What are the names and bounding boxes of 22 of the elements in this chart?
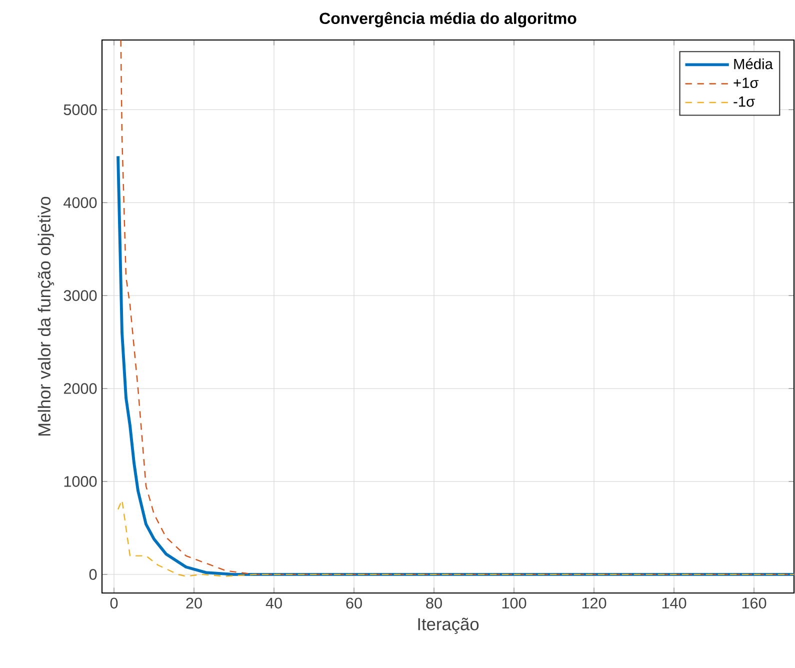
x-tick-label: 80	[426, 598, 442, 609]
x-tick-label: 60	[346, 598, 362, 609]
legend-label: +1σ	[734, 78, 759, 88]
chart-title: Convergência média do algoritmo	[320, 12, 576, 28]
x-tick-label: 160	[742, 598, 766, 609]
legend-label: Média	[734, 58, 773, 70]
x-tick-label: 120	[582, 598, 606, 609]
y-tick-label: 5000	[64, 104, 97, 116]
x-tick-label: 20	[186, 598, 202, 609]
x-tick-label: 100	[502, 598, 526, 609]
y-tick-label: 1000	[64, 476, 97, 487]
line-series	[117, 499, 794, 577]
y-tick-label: 4000	[64, 197, 97, 208]
x-tick-label: 0	[110, 598, 118, 609]
y-tick-label: 3000	[64, 290, 97, 302]
x-tick-label: 140	[662, 598, 686, 609]
x-tick-label: 40	[266, 598, 282, 609]
y-tick-label: 2000	[64, 383, 97, 394]
y-axis-title: Melhor valor da função objetivo	[38, 196, 54, 436]
legend-label: -1σ	[734, 96, 755, 107]
x-axis-title: Iteração	[418, 618, 479, 634]
y-tick-label: 0	[89, 568, 97, 580]
